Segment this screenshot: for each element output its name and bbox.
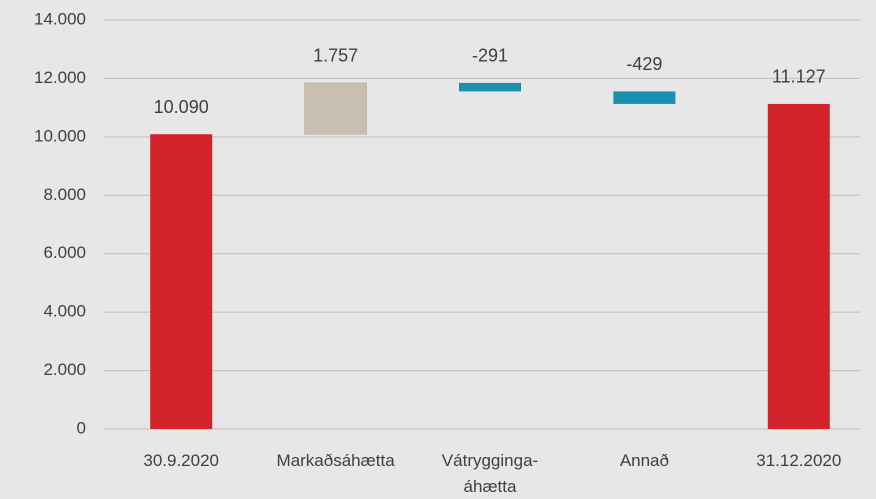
y-tick-label: 8.000 bbox=[43, 185, 86, 204]
y-tick-label: 2.000 bbox=[43, 360, 86, 379]
x-tick-label: 30.9.2020 bbox=[143, 451, 219, 470]
x-tick-label: Annað bbox=[620, 451, 669, 470]
bar bbox=[767, 103, 830, 429]
bar bbox=[150, 134, 213, 430]
y-tick-label: 4.000 bbox=[43, 302, 86, 321]
x-tick-label: Vátrygginga-áhætta bbox=[442, 451, 538, 496]
y-tick-label: 6.000 bbox=[43, 243, 86, 262]
value-label: 10.090 bbox=[154, 97, 209, 117]
bar bbox=[613, 91, 676, 104]
bar bbox=[304, 82, 367, 135]
y-tick-label: 0 bbox=[77, 418, 86, 437]
value-label: 11.127 bbox=[772, 67, 826, 87]
y-tick-label: 10.000 bbox=[34, 126, 86, 145]
x-tick-label: 31.12.2020 bbox=[756, 451, 841, 470]
x-tick-label: Markaðsáhætta bbox=[277, 451, 396, 470]
y-tick-label: 12.000 bbox=[34, 68, 86, 87]
y-tick-label: 14.000 bbox=[34, 9, 86, 28]
value-label: -429 bbox=[626, 54, 662, 74]
bar bbox=[459, 82, 521, 92]
value-label: -291 bbox=[472, 46, 508, 66]
value-label: 1.757 bbox=[313, 46, 358, 66]
